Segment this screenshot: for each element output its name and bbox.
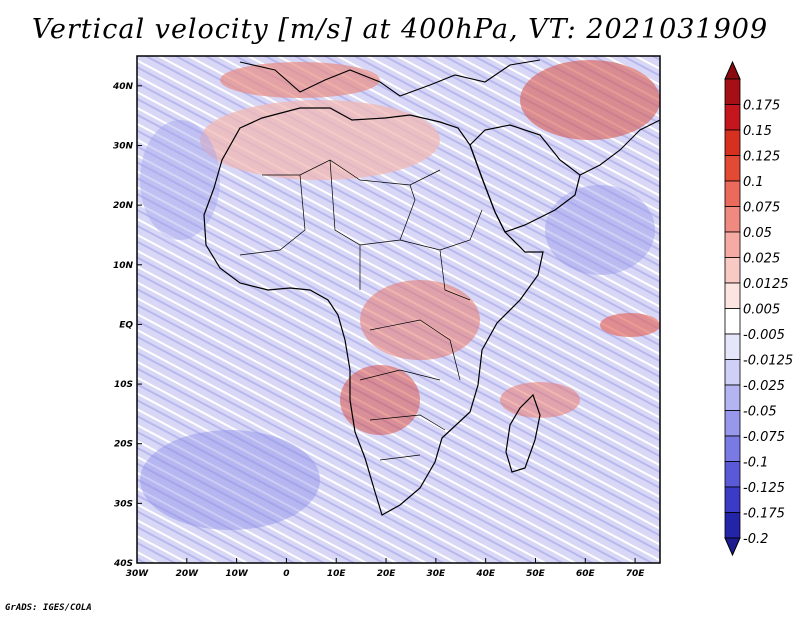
x-tick-label: 10E [327,569,347,579]
colorbar-box [724,104,741,131]
descent-region-north-atlantic [140,120,220,240]
x-tick-label: 20W [176,569,200,579]
grads-credit: GrADS: IGES/COLA [5,603,92,613]
europe-asia-coastline [239,59,660,176]
ascent-region-mediterranean [220,62,380,98]
colorbar-label: -0.2 [743,532,768,547]
colorbar-box [724,180,741,207]
y-tick-label: 40S [113,559,133,569]
plot-frame [136,55,661,564]
descent-region-south-atlantic [140,430,320,530]
colorbar-box [724,129,741,156]
colorbar-box [724,435,741,462]
colorbar-top-arrow [724,60,741,80]
colorbar-label: 0.075 [743,201,780,216]
ascent-region-middle-east [520,60,660,140]
ascent-region-southern-africa [340,365,420,435]
colorbar-box [724,308,741,335]
y-tick-label: 10S [114,380,133,390]
colorbar-label: -0.075 [743,430,785,445]
colorbar-box [724,78,741,105]
colorbar-labels: 0.175 0.15 0.125 0.1 0.075 0.05 0.025 0.0125 0.0… [743,99,793,548]
colorbar-label: -0.05 [743,405,777,420]
x-axis: 30W 20W 10W 0 10E 20E 30E 40E 50E 60E 70E [126,558,646,579]
colorbar-box [724,359,741,386]
descent-region-arabian-sea [545,185,655,275]
colorbar-bottom-arrow [724,537,741,557]
colorbar-box [724,155,741,182]
x-tick-label: 30E [427,569,447,579]
madagascar-coastline [505,393,541,473]
colorbar-boxes [724,60,741,557]
ascent-region-sahara [200,100,440,180]
colorbar-box [724,461,741,488]
x-tick-label: 50E [526,569,546,579]
colorbar-label: 0.1 [743,175,764,190]
y-tick-label: 20S [114,440,133,450]
x-tick-label: 70E [626,569,646,579]
colorbar-label: 0.025 [743,252,780,267]
x-tick-label: 60E [576,569,596,579]
colorbar-box [724,512,741,539]
colorbar-box [724,231,741,258]
x-tick-label: 30W [126,569,150,579]
x-tick-label: 40E [475,569,496,579]
colorbar-box [724,257,741,284]
y-tick-label: 10N [113,261,134,271]
colorbar-label: 0.15 [743,124,772,139]
y-tick-label: 40N [112,82,134,92]
africa-coastline [203,107,544,516]
colorbar-label: 0.05 [743,226,772,241]
arabian-peninsula-coastline [469,124,581,233]
colorbar-label: 0.125 [743,150,780,165]
colorbar-label: -0.1 [743,456,768,471]
colorbar-label: 0.0125 [743,277,789,292]
colorbar-box [724,384,741,411]
y-tick-label: 20N [113,201,134,211]
x-tick-label: 20E [377,569,397,579]
colorbar-label: 0.175 [743,99,780,114]
colorbar-box [724,333,741,360]
colorbar-label: -0.005 [743,328,785,343]
y-tick-label: 30N [113,141,134,151]
colorbar-label: -0.025 [743,379,785,394]
y-tick-label: EQ [119,320,133,330]
country-borders [239,159,483,461]
y-axis: 40N 30N 20N 10N EQ 10S 20S 30S 40S [112,82,142,569]
x-tick-label: 0 [283,569,289,579]
plot-area [137,56,660,563]
colorbar-label: 0.005 [743,303,780,318]
y-tick-label: 30S [114,499,133,509]
ascent-region-indian-ocean [600,313,660,337]
colorbar-box [724,410,741,437]
colorbar-box [724,282,741,309]
colorbar-label: -0.0125 [743,354,793,369]
colorbar-box [724,206,741,233]
chart-title: Vertical velocity [m/s] at 400hPa, VT: 2… [31,14,769,45]
colorbar-label: -0.125 [743,481,785,496]
colorbar-box [724,486,741,513]
x-tick-label: 10W [225,569,249,579]
colorbar-label: -0.175 [743,507,785,522]
